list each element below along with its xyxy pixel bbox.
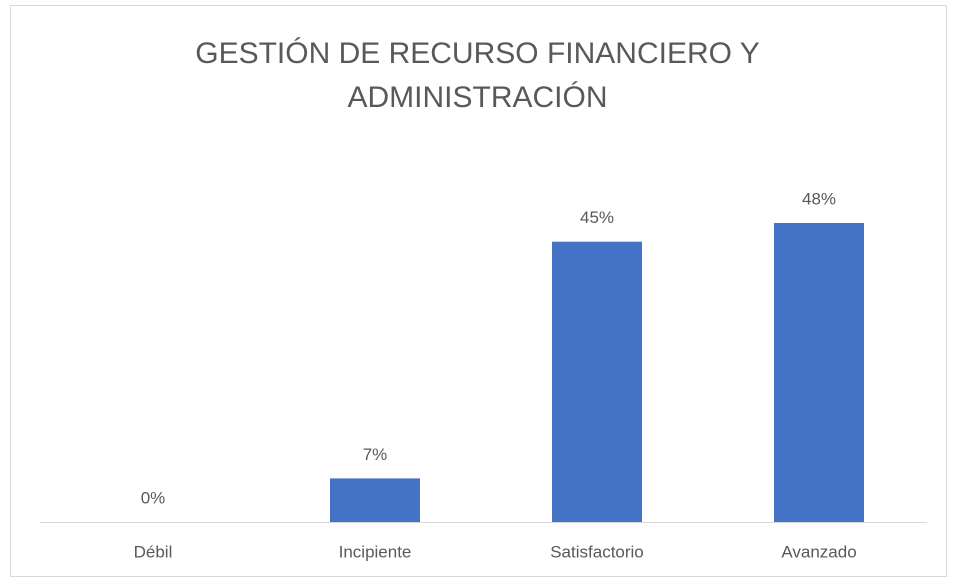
x-tick-label: Avanzado [781, 542, 856, 561]
x-tick-label: Satisfactorio [550, 542, 644, 561]
x-tick-label: Débil [134, 542, 173, 561]
data-label: 0% [141, 488, 166, 507]
data-label: 7% [363, 445, 388, 464]
data-label: 45% [580, 208, 614, 227]
bar [552, 241, 642, 522]
bar [774, 223, 864, 522]
data-label: 48% [802, 189, 836, 208]
chart-title: GESTIÓN DE RECURSO FINANCIERO Y ADMINIST… [195, 37, 760, 114]
bar [330, 478, 420, 522]
x-tick-label: Incipiente [339, 542, 412, 561]
